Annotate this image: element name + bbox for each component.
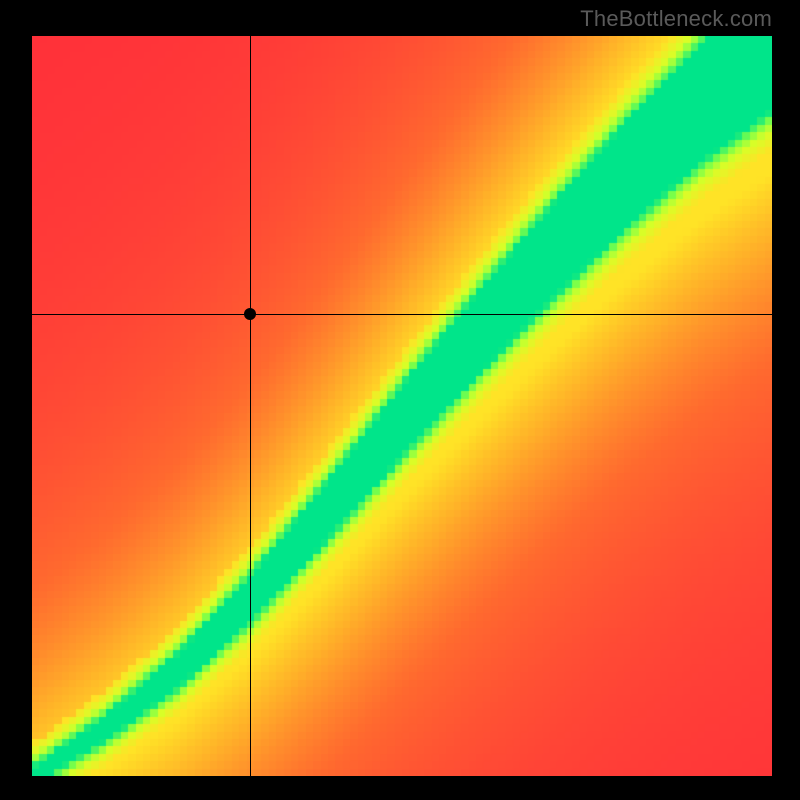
heatmap-canvas (32, 36, 772, 776)
watermark-text: TheBottleneck.com (580, 6, 772, 32)
heatmap-plot (32, 36, 772, 776)
